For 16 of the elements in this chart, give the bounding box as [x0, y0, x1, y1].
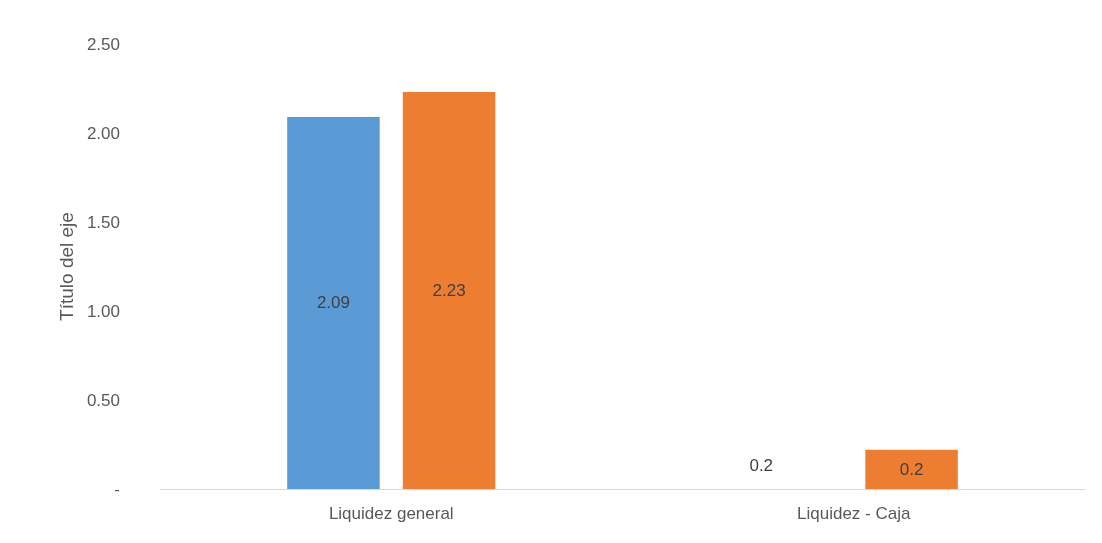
bar	[402, 92, 496, 489]
x-tick-label: Liquidez general	[328, 504, 454, 523]
bar	[287, 116, 380, 489]
data-label: 2.09	[316, 293, 350, 313]
y-axis-title: Título del eje	[56, 212, 78, 321]
x-tick-label: Liquidez - Caja	[797, 504, 911, 523]
y-tick-label: -	[114, 479, 120, 499]
annotation: 0.2	[749, 455, 774, 475]
y-tick-label: 1.50	[86, 212, 120, 232]
y-tick-label: 1.00	[86, 301, 120, 321]
data-label: 0.2	[899, 459, 924, 479]
bar	[865, 449, 958, 489]
y-tick-label: 0.50	[86, 390, 120, 410]
y-tick-label: 2.00	[86, 123, 120, 143]
y-tick-label: 2.50	[86, 34, 120, 54]
data-label: 2.23	[432, 281, 466, 301]
